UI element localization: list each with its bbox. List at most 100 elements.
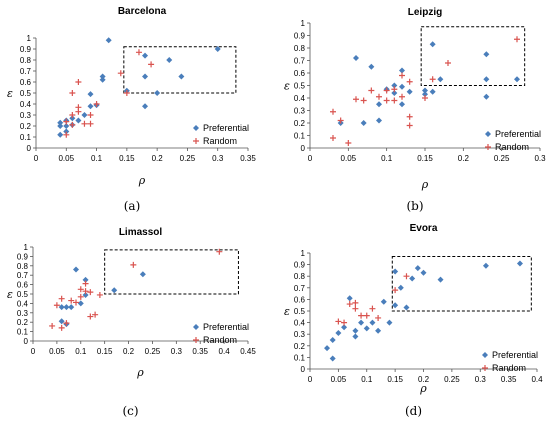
legend-marker-preferential bbox=[193, 324, 199, 330]
chart-title: Leipzig bbox=[408, 7, 442, 18]
data-point-preferential bbox=[142, 73, 149, 80]
y-tick-label: 0.2 bbox=[20, 122, 32, 131]
x-tick-label: 0.15 bbox=[417, 154, 433, 163]
data-point-preferential bbox=[346, 295, 353, 302]
data-point-preferential bbox=[178, 73, 185, 80]
x-tick-label: 0.1 bbox=[91, 154, 103, 163]
data-point-preferential bbox=[214, 46, 221, 52]
y-tick-label: 0.1 bbox=[17, 328, 29, 337]
data-point-random bbox=[341, 319, 348, 326]
data-point-random bbox=[345, 140, 352, 146]
data-point-preferential bbox=[81, 112, 88, 118]
data-point-preferential bbox=[58, 304, 65, 311]
x-tick-label: 0.3 bbox=[475, 375, 487, 384]
data-point-random bbox=[335, 318, 342, 325]
data-point-preferential bbox=[429, 41, 436, 48]
x-tick-label: 0.05 bbox=[49, 347, 65, 356]
data-point-random bbox=[81, 120, 88, 127]
y-tick-label: 0.6 bbox=[294, 295, 306, 304]
data-point-random bbox=[93, 101, 100, 107]
x-tick-label: 0.25 bbox=[444, 375, 460, 384]
x-tick-label: 0.1 bbox=[381, 154, 393, 163]
data-point-preferential bbox=[63, 123, 70, 129]
data-point-random bbox=[406, 113, 413, 120]
data-point-preferential bbox=[406, 88, 413, 95]
data-point-random bbox=[391, 97, 398, 104]
x-tick-label: 0.15 bbox=[119, 154, 135, 163]
data-point-preferential bbox=[57, 123, 64, 129]
data-point-random bbox=[68, 297, 75, 304]
chart-title: Barcelona bbox=[118, 6, 167, 17]
data-point-random bbox=[352, 305, 359, 312]
y-tick-label: 1 bbox=[301, 249, 306, 258]
data-point-preferential bbox=[420, 269, 427, 276]
x-tick-label: 0.2 bbox=[152, 154, 164, 163]
data-point-preferential bbox=[105, 37, 112, 44]
legend-label: Preferential bbox=[492, 350, 538, 360]
data-point-preferential bbox=[87, 103, 94, 110]
data-point-random bbox=[77, 286, 84, 293]
data-point-random bbox=[53, 302, 60, 309]
y-tick-label: 0.3 bbox=[294, 107, 306, 116]
data-point-preferential bbox=[324, 345, 331, 352]
y-tick-label: 0.6 bbox=[20, 78, 32, 87]
x-tick-label: 0.15 bbox=[387, 375, 403, 384]
highlight-box bbox=[391, 255, 532, 312]
legend-label: Preferential bbox=[203, 123, 249, 133]
data-point-preferential bbox=[514, 76, 520, 83]
data-point-preferential bbox=[166, 57, 173, 63]
data-point-preferential bbox=[57, 119, 64, 126]
y-tick-label: 0.4 bbox=[20, 100, 32, 109]
x-tick-label: 0.4 bbox=[531, 375, 543, 384]
data-point-random bbox=[58, 295, 65, 302]
legend-marker-preferential bbox=[482, 352, 488, 358]
data-point-preferential bbox=[335, 330, 342, 337]
y-tick-label: 0.1 bbox=[294, 353, 306, 362]
x-axis-label: ρ bbox=[421, 178, 429, 191]
data-point-random bbox=[403, 273, 410, 280]
data-point-preferential bbox=[437, 276, 444, 283]
data-point-random bbox=[330, 135, 336, 141]
y-axis-label: ε bbox=[284, 305, 290, 318]
chart-panel-3: 00.10.20.30.40.50.60.70.80.910 0.05 0.1 0.1… bbox=[7, 227, 256, 418]
data-point-random bbox=[87, 112, 94, 118]
x-axis-label: ρ bbox=[419, 382, 427, 395]
data-point-preferential bbox=[414, 265, 421, 272]
data-point-preferential bbox=[82, 276, 89, 283]
y-tick-label: 0 bbox=[24, 337, 29, 346]
panel-caption: (b) bbox=[406, 199, 423, 213]
data-point-random bbox=[352, 299, 359, 306]
data-point-random bbox=[399, 72, 405, 79]
data-point-random bbox=[87, 120, 94, 127]
data-point-random bbox=[353, 96, 359, 103]
data-point-random bbox=[58, 324, 65, 331]
x-tick-label: 0.2 bbox=[458, 154, 470, 163]
data-point-preferential bbox=[142, 52, 149, 59]
x-tick-label: 0.2 bbox=[123, 347, 135, 356]
data-point-preferential bbox=[363, 325, 370, 332]
highlight-box bbox=[104, 249, 239, 295]
legend-label: Random bbox=[495, 142, 529, 152]
highlight-box bbox=[420, 26, 526, 86]
y-tick-label: 0.5 bbox=[20, 89, 32, 98]
data-point-preferential bbox=[369, 319, 376, 326]
x-tick-label: 0.4 bbox=[219, 347, 231, 356]
data-point-preferential bbox=[358, 319, 365, 326]
data-point-preferential bbox=[142, 103, 149, 110]
data-point-random bbox=[375, 314, 382, 321]
data-point-preferential bbox=[403, 304, 410, 311]
x-tick-label: 0.3 bbox=[212, 154, 224, 163]
data-point-random bbox=[49, 322, 56, 329]
data-point-preferential bbox=[386, 319, 393, 326]
x-tick-label: 0.35 bbox=[192, 347, 208, 356]
y-tick-label: 1 bbox=[27, 34, 32, 43]
data-point-preferential bbox=[154, 90, 161, 96]
data-point-preferential bbox=[397, 284, 404, 291]
chart-panel-2: 0 0.1 0.2 0.3 0.4 0.5 0.6 0.7 0.8 0.9 1 0 0.05 0.1 0.1… bbox=[284, 7, 546, 213]
data-point-random bbox=[406, 122, 413, 129]
data-point-random bbox=[73, 299, 79, 306]
y-tick-label: 0.7 bbox=[20, 67, 32, 76]
data-point-preferential bbox=[399, 67, 405, 74]
legend-marker-preferential bbox=[193, 125, 199, 131]
data-point-random bbox=[135, 49, 142, 56]
